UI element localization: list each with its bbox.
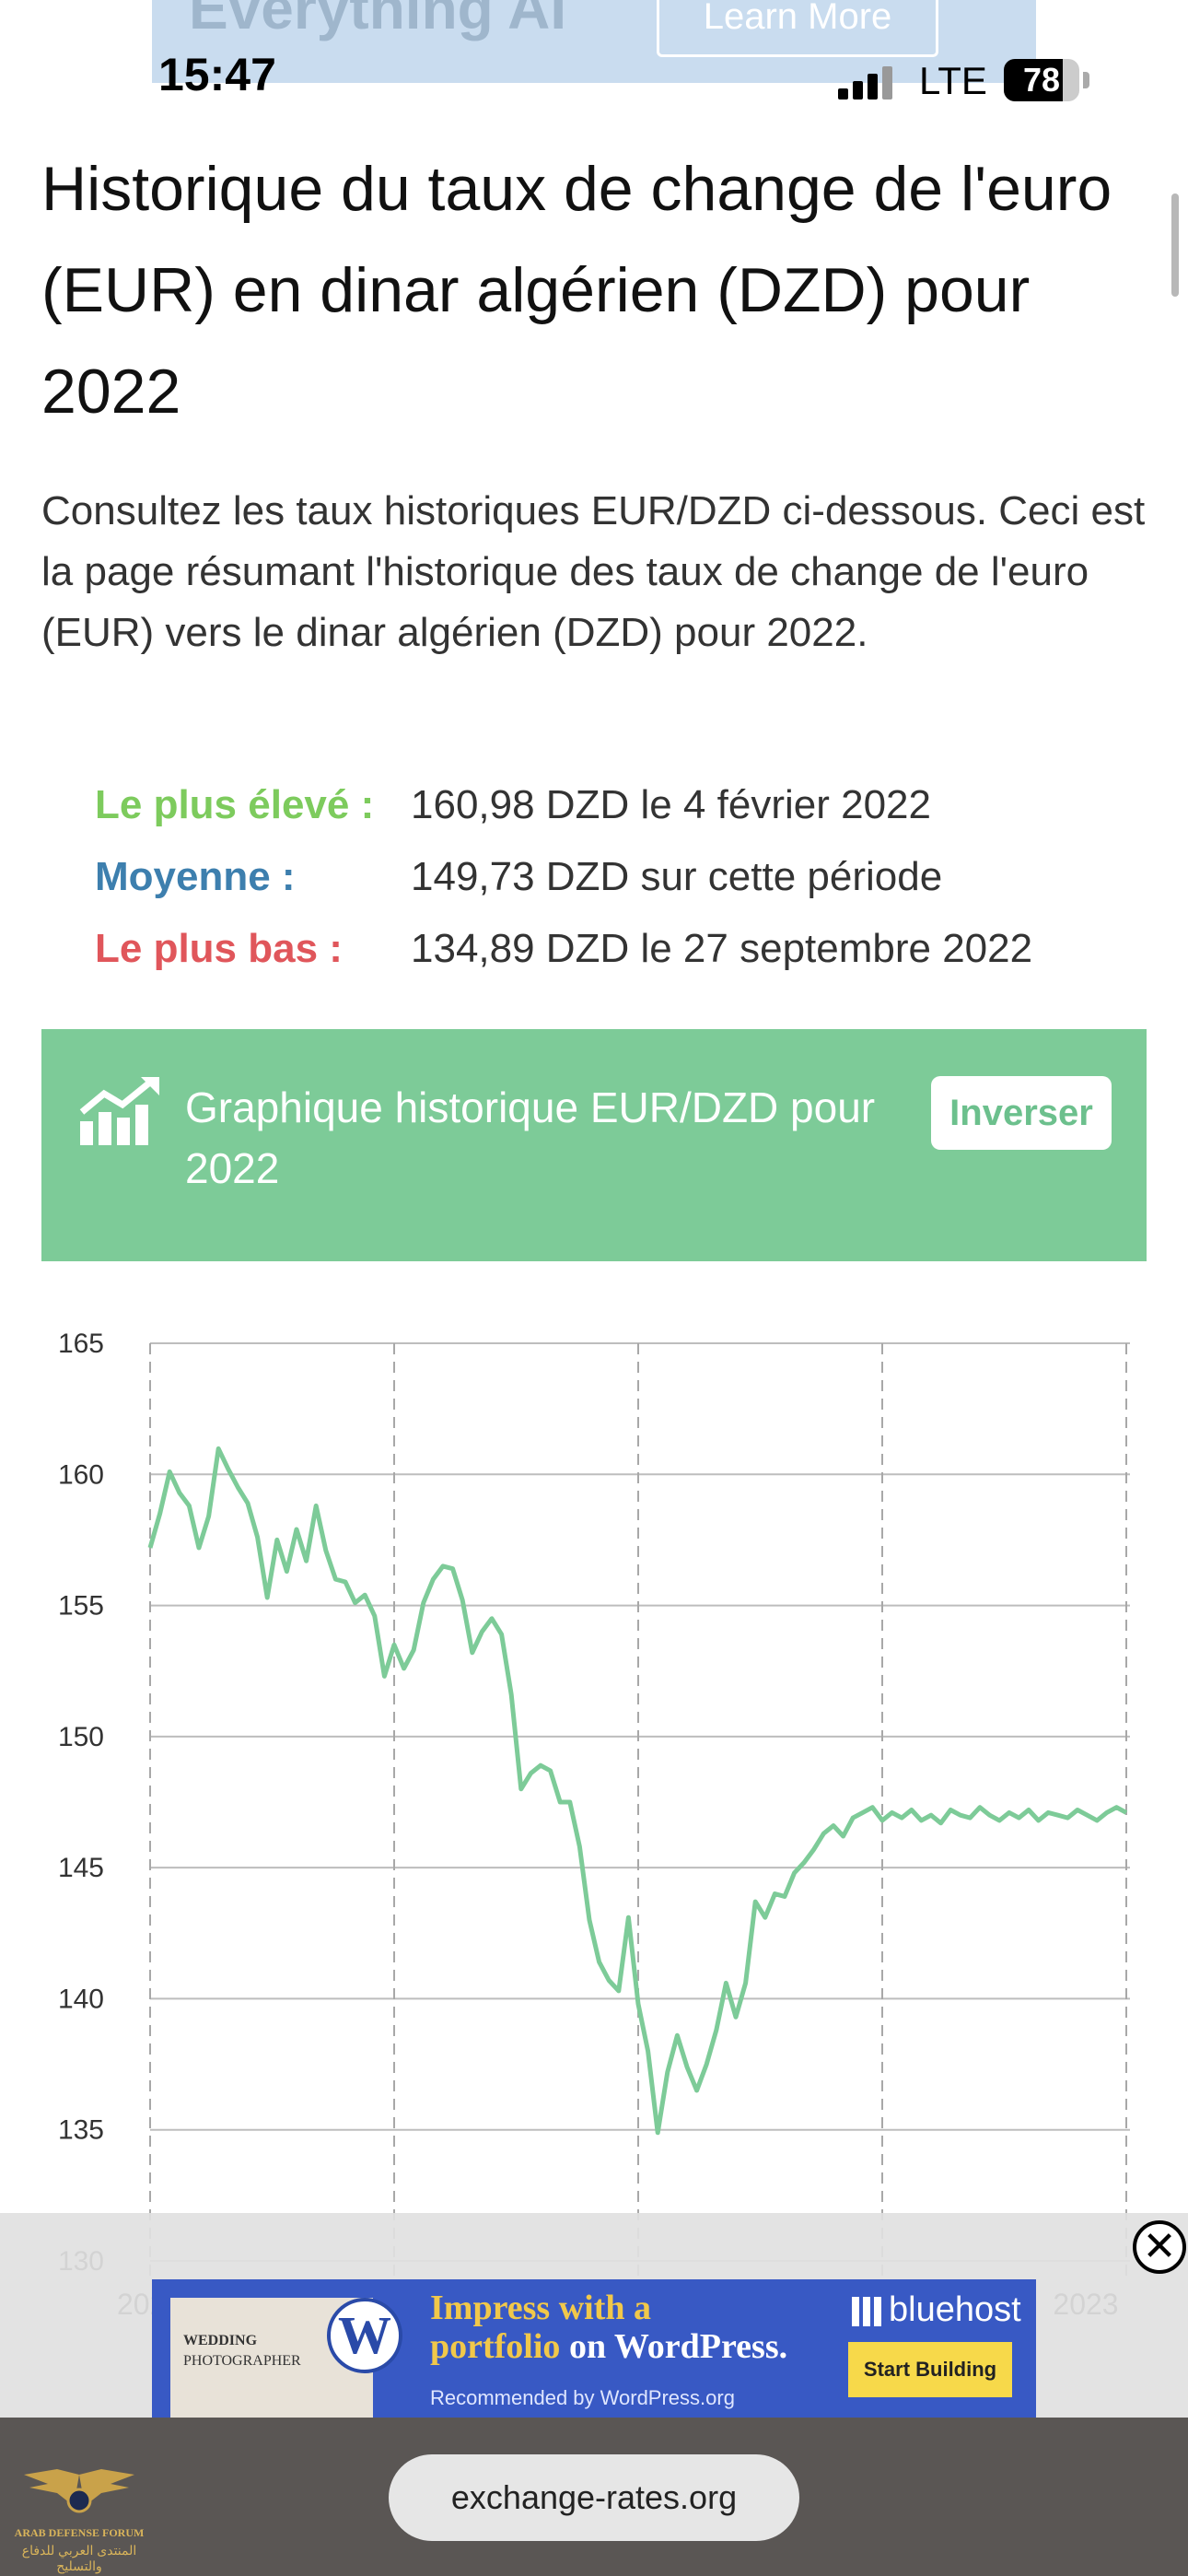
page-title: Historique du taux de change de l'euro (… <box>41 154 1112 427</box>
wordpress-ad[interactable]: WEDDING PHOTOGRAPHER W Impress with a po… <box>152 2279 1036 2418</box>
stat-lowest-value: 134,89 DZD le 27 septembre 2022 <box>411 926 1033 971</box>
ad-headline-line1: Impress with a <box>430 2289 651 2327</box>
network-type: LTE <box>919 59 987 102</box>
ad-recommended-text: Recommended by WordPress.org <box>430 2386 735 2409</box>
bluehost-brand-text: bluehost <box>889 2290 1021 2329</box>
stat-highest-label: Le plus élevé : <box>95 782 375 827</box>
ad-start-building-button[interactable]: Start Building <box>848 2342 1012 2397</box>
ad-headline-portfolio: portfolio <box>430 2327 561 2366</box>
bluehost-grid-icon <box>852 2296 881 2326</box>
top-ad-banner[interactable]: Everything AI Learn More <box>152 0 1036 83</box>
address-bar[interactable]: exchange-rates.org <box>389 2454 799 2541</box>
ad-thumb-title: WEDDING <box>183 2333 258 2348</box>
chart-header-banner: Graphique historique EUR/DZD pour 2022 I… <box>41 1029 1147 1261</box>
eagle-wings-icon <box>24 2469 134 2513</box>
stat-lowest-label: Le plus bas : <box>95 926 343 971</box>
stat-highest-value: 160,98 DZD le 4 février 2022 <box>411 782 931 827</box>
stat-average-label: Moyenne : <box>95 854 296 899</box>
y-tick-label: 135 <box>58 2115 104 2146</box>
battery-tip-icon <box>1083 72 1089 88</box>
close-ad-icon[interactable]: ✕ <box>1133 2220 1186 2274</box>
invert-button[interactable]: Inverser <box>931 1076 1112 1150</box>
y-tick-label: 155 <box>58 1591 104 1622</box>
y-tick-label: 160 <box>58 1459 104 1490</box>
y-tick-label: 150 <box>58 1722 104 1752</box>
ad-headline-rest: on WordPress. <box>568 2327 788 2366</box>
forum-watermark-logo: ARAB DEFENSE FORUM المنتدى العربي للدفاع… <box>6 2464 153 2574</box>
top-ad-text: Everything AI <box>189 0 567 41</box>
battery-icon: 78 <box>1004 59 1079 101</box>
exchange-rate-chart[interactable]: 1301351401451501551601652022janvier2023j… <box>41 1310 1147 2324</box>
cellular-signal-icon <box>838 64 897 100</box>
y-tick-label: 145 <box>58 1853 104 1883</box>
browser-bottom-bar: ARAB DEFENSE FORUM المنتدى العربي للدفاع… <box>0 2418 1188 2576</box>
scroll-indicator[interactable] <box>1171 193 1179 297</box>
ad-thumb-subtitle: PHOTOGRAPHER <box>183 2353 301 2369</box>
status-time: 15:47 <box>158 49 276 100</box>
y-tick-label: 165 <box>58 1329 104 1359</box>
watermark-line2: المنتدى العربي للدفاع والتسليح <box>21 2543 137 2573</box>
y-tick-label: 140 <box>58 1984 104 2014</box>
rate-series-line <box>147 1446 1128 2136</box>
watermark-line1: ARAB DEFENSE FORUM <box>14 2526 145 2539</box>
intro-text: Consultez les taux historiques EUR/DZD c… <box>41 488 1146 655</box>
stat-average-value: 149,73 DZD sur cette période <box>411 854 943 899</box>
bluehost-logo: bluehost <box>852 2290 1021 2330</box>
top-ad-learn-more-button[interactable]: Learn More <box>657 0 938 57</box>
chart-header-title: Graphique historique EUR/DZD pour 2022 <box>185 1083 876 1192</box>
ad-headline: Impress with a portfolio on WordPress. <box>430 2289 787 2366</box>
chart-trend-icon <box>79 1077 159 1145</box>
battery-level: 78 <box>1022 61 1061 99</box>
wordpress-logo-icon: W <box>327 2298 402 2373</box>
